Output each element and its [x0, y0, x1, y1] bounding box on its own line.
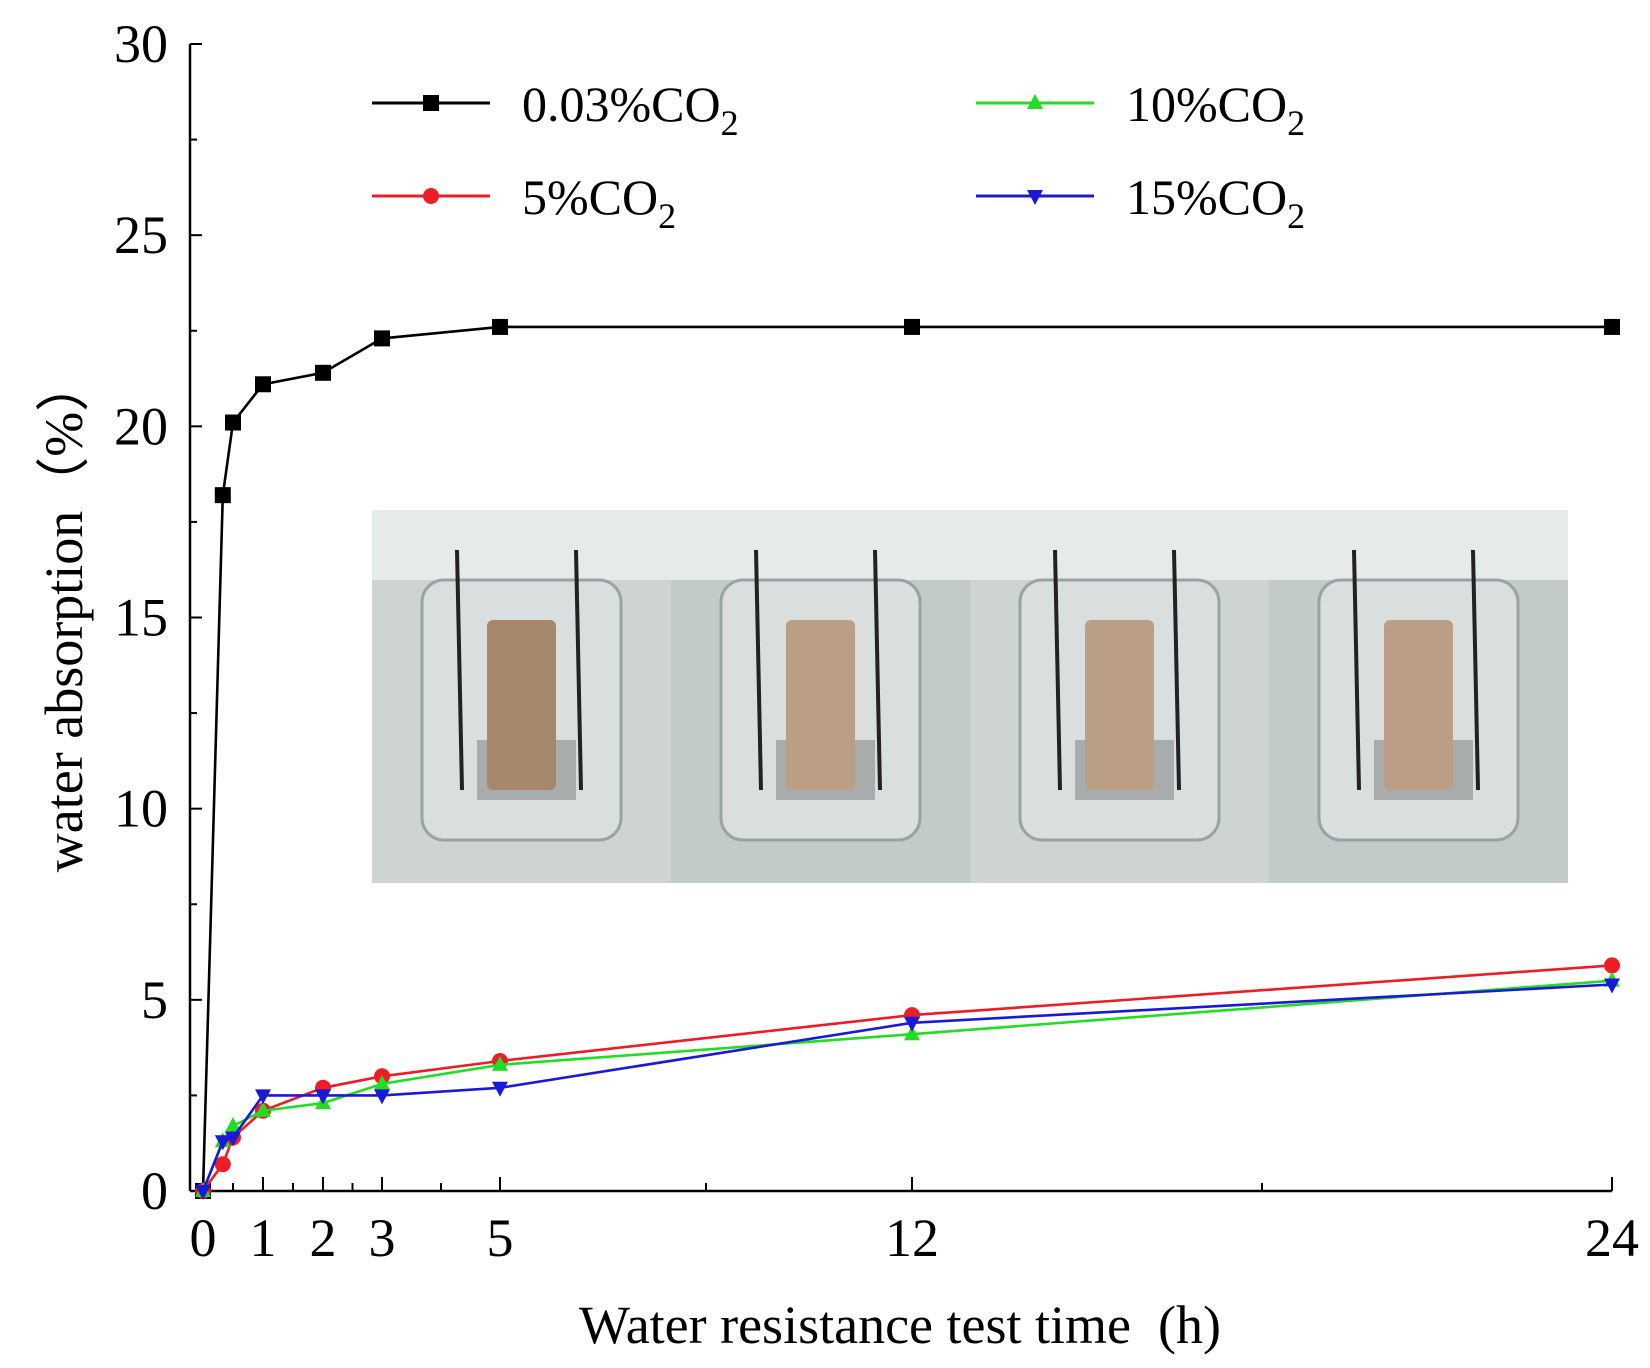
legend-label-subscript: 2 [658, 196, 676, 236]
specimen-cylinder [1384, 620, 1453, 790]
y-tick-label: 5 [141, 970, 168, 1030]
x-tick-label: 24 [1585, 1208, 1639, 1268]
data-point [1604, 957, 1620, 974]
x-tick-label: 1 [250, 1208, 277, 1268]
specimen-photo-inset [372, 510, 1568, 883]
x-tick-label: 12 [885, 1208, 939, 1268]
y-tick-label: 0 [141, 1161, 168, 1221]
data-point [1604, 318, 1620, 335]
hanging-wire [574, 549, 583, 791]
data-point [374, 1074, 390, 1090]
data-point [214, 1156, 231, 1173]
legend-marker [423, 188, 439, 204]
specimen-panel [671, 510, 970, 883]
legend-label: 10%CO2 [1126, 76, 1305, 143]
hanging-wire [1471, 549, 1480, 791]
data-point [255, 1101, 271, 1117]
x-axis-title: Water resistance test time (h) [579, 1295, 1221, 1355]
specimen-panel [372, 510, 671, 883]
data-point [225, 1131, 241, 1147]
data-point [195, 1185, 211, 1200]
legend-entry: 15%CO2 [976, 169, 1305, 236]
beaker-lid [1269, 510, 1568, 580]
data-point [904, 1016, 920, 1032]
data-point [374, 1089, 390, 1105]
series-15-co2 [195, 978, 1620, 1200]
x-tick-label: 5 [487, 1208, 514, 1268]
data-point [225, 414, 241, 431]
data-point [214, 1135, 231, 1151]
specimen-panel [970, 510, 1269, 883]
legend-entry: 5%CO2 [372, 169, 676, 236]
specimen-panel [1269, 510, 1568, 883]
data-point [315, 1089, 331, 1105]
x-tick-label: 0 [190, 1208, 217, 1268]
data-point [255, 376, 271, 393]
data-point [904, 318, 920, 335]
series-10-co2 [195, 971, 1620, 1197]
legend-label: 15%CO2 [1126, 169, 1305, 236]
y-ticks: 0 5 10 15 20 25 30 [114, 14, 202, 1221]
series-group [195, 318, 1620, 1200]
y-tick-label: 10 [114, 779, 168, 839]
legend-label-subscript: 2 [1287, 103, 1305, 143]
legend-marker [423, 95, 439, 111]
legend-label: 0.03%CO2 [522, 76, 739, 143]
specimen-cylinder [487, 620, 556, 790]
beaker-lid [970, 510, 1269, 580]
legend-label-main: 0.03%CO [522, 76, 721, 132]
specimen-cylinder [786, 620, 855, 790]
legend-marker [1027, 94, 1043, 109]
legend-label: 5%CO2 [522, 169, 676, 236]
hanging-wire [455, 549, 464, 791]
x-tick-label: 2 [310, 1208, 337, 1268]
legend-label-subscript: 2 [1287, 196, 1305, 236]
legend-entry: 10%CO2 [976, 76, 1305, 143]
legend-entry: 0.03%CO2 [372, 76, 739, 143]
beaker-lid [372, 510, 671, 580]
data-point [904, 1025, 920, 1041]
y-tick-label: 25 [114, 205, 168, 265]
legend-label-main: 15%CO [1126, 169, 1287, 225]
data-point [225, 1117, 241, 1133]
legend-marker [1027, 190, 1043, 205]
legend-label-subscript: 2 [721, 103, 739, 143]
hanging-wire [1053, 549, 1062, 791]
y-tick-label: 20 [114, 396, 168, 456]
legend-label-main: 10%CO [1126, 76, 1287, 132]
specimen-cylinder [1085, 620, 1154, 790]
legend-label-main: 5%CO [522, 169, 658, 225]
hanging-wire [1172, 549, 1181, 791]
data-point [374, 330, 390, 347]
data-point [315, 364, 331, 381]
hanging-wire [873, 549, 882, 791]
x-tick-label: 3 [369, 1208, 396, 1268]
data-point [492, 1081, 508, 1097]
data-point [492, 318, 508, 335]
hanging-wire [754, 549, 763, 791]
y-tick-label: 15 [114, 588, 168, 648]
series-5-co2 [195, 957, 1620, 1199]
y-axis-title: water absorption（%） [34, 358, 94, 872]
data-point [1604, 978, 1620, 994]
x-ticks: 0 1 2 3 5 12 24 [190, 1177, 1639, 1268]
y-tick-label: 30 [114, 14, 168, 74]
beaker-lid [671, 510, 970, 580]
data-point [492, 1055, 508, 1071]
data-point [214, 487, 231, 504]
hanging-wire [1352, 549, 1361, 791]
data-point [255, 1089, 271, 1105]
